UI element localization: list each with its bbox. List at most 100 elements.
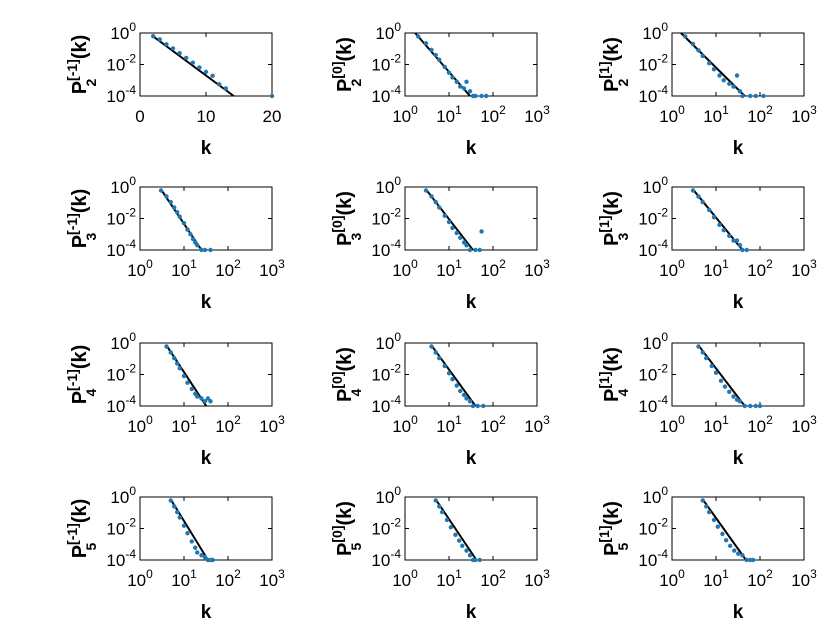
data-point [467, 553, 473, 558]
axes-box [139, 186, 273, 251]
data-point [479, 229, 484, 234]
y-tick-label: 10-4 [638, 237, 668, 260]
x-tick-label: 103 [524, 103, 550, 126]
y-tick-label: 10-4 [106, 237, 136, 260]
x-tick-label: 103 [259, 567, 285, 590]
y-tick-label: 10-2 [106, 362, 136, 385]
data-point [727, 81, 732, 86]
x-tick-label: 100 [127, 257, 153, 280]
data-point [464, 396, 469, 401]
x-tick-label: 103 [524, 257, 550, 280]
x-tick-label: 100 [392, 103, 418, 126]
data-point [181, 373, 187, 379]
x-axis-label: k [733, 602, 744, 623]
data-point [454, 79, 459, 84]
y-tick-label: 10-2 [106, 206, 136, 229]
y-tick-label: 10-2 [638, 362, 668, 385]
data-point [177, 51, 182, 56]
data-point [189, 539, 194, 544]
data-point [177, 515, 182, 520]
y-tick-label: 10-4 [638, 547, 668, 570]
data-point [439, 509, 445, 515]
data-point [734, 73, 740, 78]
x-tick-label: 102 [747, 103, 773, 126]
data-point [481, 403, 486, 409]
y-tick-label: 10-4 [371, 83, 401, 106]
y-tick-label: 10-2 [371, 362, 401, 385]
x-axis-label: k [201, 602, 212, 623]
y-tick-label: 10-2 [638, 516, 668, 539]
y-axis-label-subscript: 5 [615, 543, 631, 551]
x-tick-label: 100 [659, 567, 685, 590]
data-point [453, 532, 458, 537]
data-point [199, 553, 204, 558]
data-point [205, 396, 211, 401]
data-point [711, 67, 717, 72]
x-tick-label: 102 [480, 257, 506, 280]
y-tick-label: 100 [375, 174, 401, 197]
data-point [210, 73, 215, 79]
y-axis-label-subscript: 5 [83, 543, 99, 551]
data-point [199, 247, 204, 253]
x-tick-label: 102 [215, 567, 241, 590]
x-axis-label: k [733, 138, 744, 159]
y-tick-label: 10-4 [106, 393, 136, 416]
data-point [761, 93, 766, 99]
data-point [737, 399, 743, 404]
data-point [429, 194, 434, 199]
data-point [744, 247, 749, 253]
y-axis-label-subscript: 3 [83, 233, 99, 241]
x-tick-label: 102 [480, 567, 506, 590]
x-tick-label: 103 [259, 257, 285, 280]
y-tick-label: 10-4 [371, 393, 401, 416]
data-point [456, 538, 462, 543]
fit-line [434, 498, 478, 561]
x-tick-label: 103 [791, 567, 817, 590]
data-point [717, 222, 722, 227]
data-point [721, 228, 726, 233]
x-tick-label: 100 [659, 257, 685, 280]
fit-line [165, 344, 208, 407]
y-axis-label-subscript: 4 [615, 389, 631, 397]
data-point [458, 235, 463, 240]
data-point [450, 377, 455, 382]
y-axis-label: P[-1](k) [64, 35, 91, 95]
data-point [461, 392, 467, 398]
y-axis-label-subscript: 4 [83, 389, 99, 397]
y-axis-label: P[1](k) [596, 37, 623, 92]
data-point [757, 403, 763, 409]
data-point [433, 498, 438, 503]
data-point [164, 42, 169, 47]
data-point [731, 84, 736, 89]
x-tick-label: 101 [436, 103, 462, 126]
data-point [442, 213, 447, 218]
data-point [734, 238, 740, 243]
x-axis-label: k [733, 448, 744, 469]
data-point [172, 355, 177, 361]
data-point [709, 363, 714, 369]
data-point [467, 247, 473, 253]
data-point [446, 70, 452, 75]
data-point [727, 389, 732, 394]
data-point [423, 41, 429, 46]
x-tick-label: 103 [524, 567, 550, 590]
data-point [742, 403, 747, 409]
data-point [188, 232, 193, 237]
data-point [736, 551, 741, 556]
x-tick-label: 0 [135, 107, 144, 126]
fit-line [151, 34, 235, 97]
x-tick-label: 100 [127, 567, 153, 590]
data-point [446, 371, 452, 376]
data-point [437, 355, 442, 361]
data-point [464, 548, 469, 553]
data-point [269, 93, 275, 99]
y-axis-label: P[-1](k) [64, 189, 91, 249]
fit-line [425, 188, 474, 251]
data-point [748, 403, 753, 409]
data-point [737, 243, 743, 248]
